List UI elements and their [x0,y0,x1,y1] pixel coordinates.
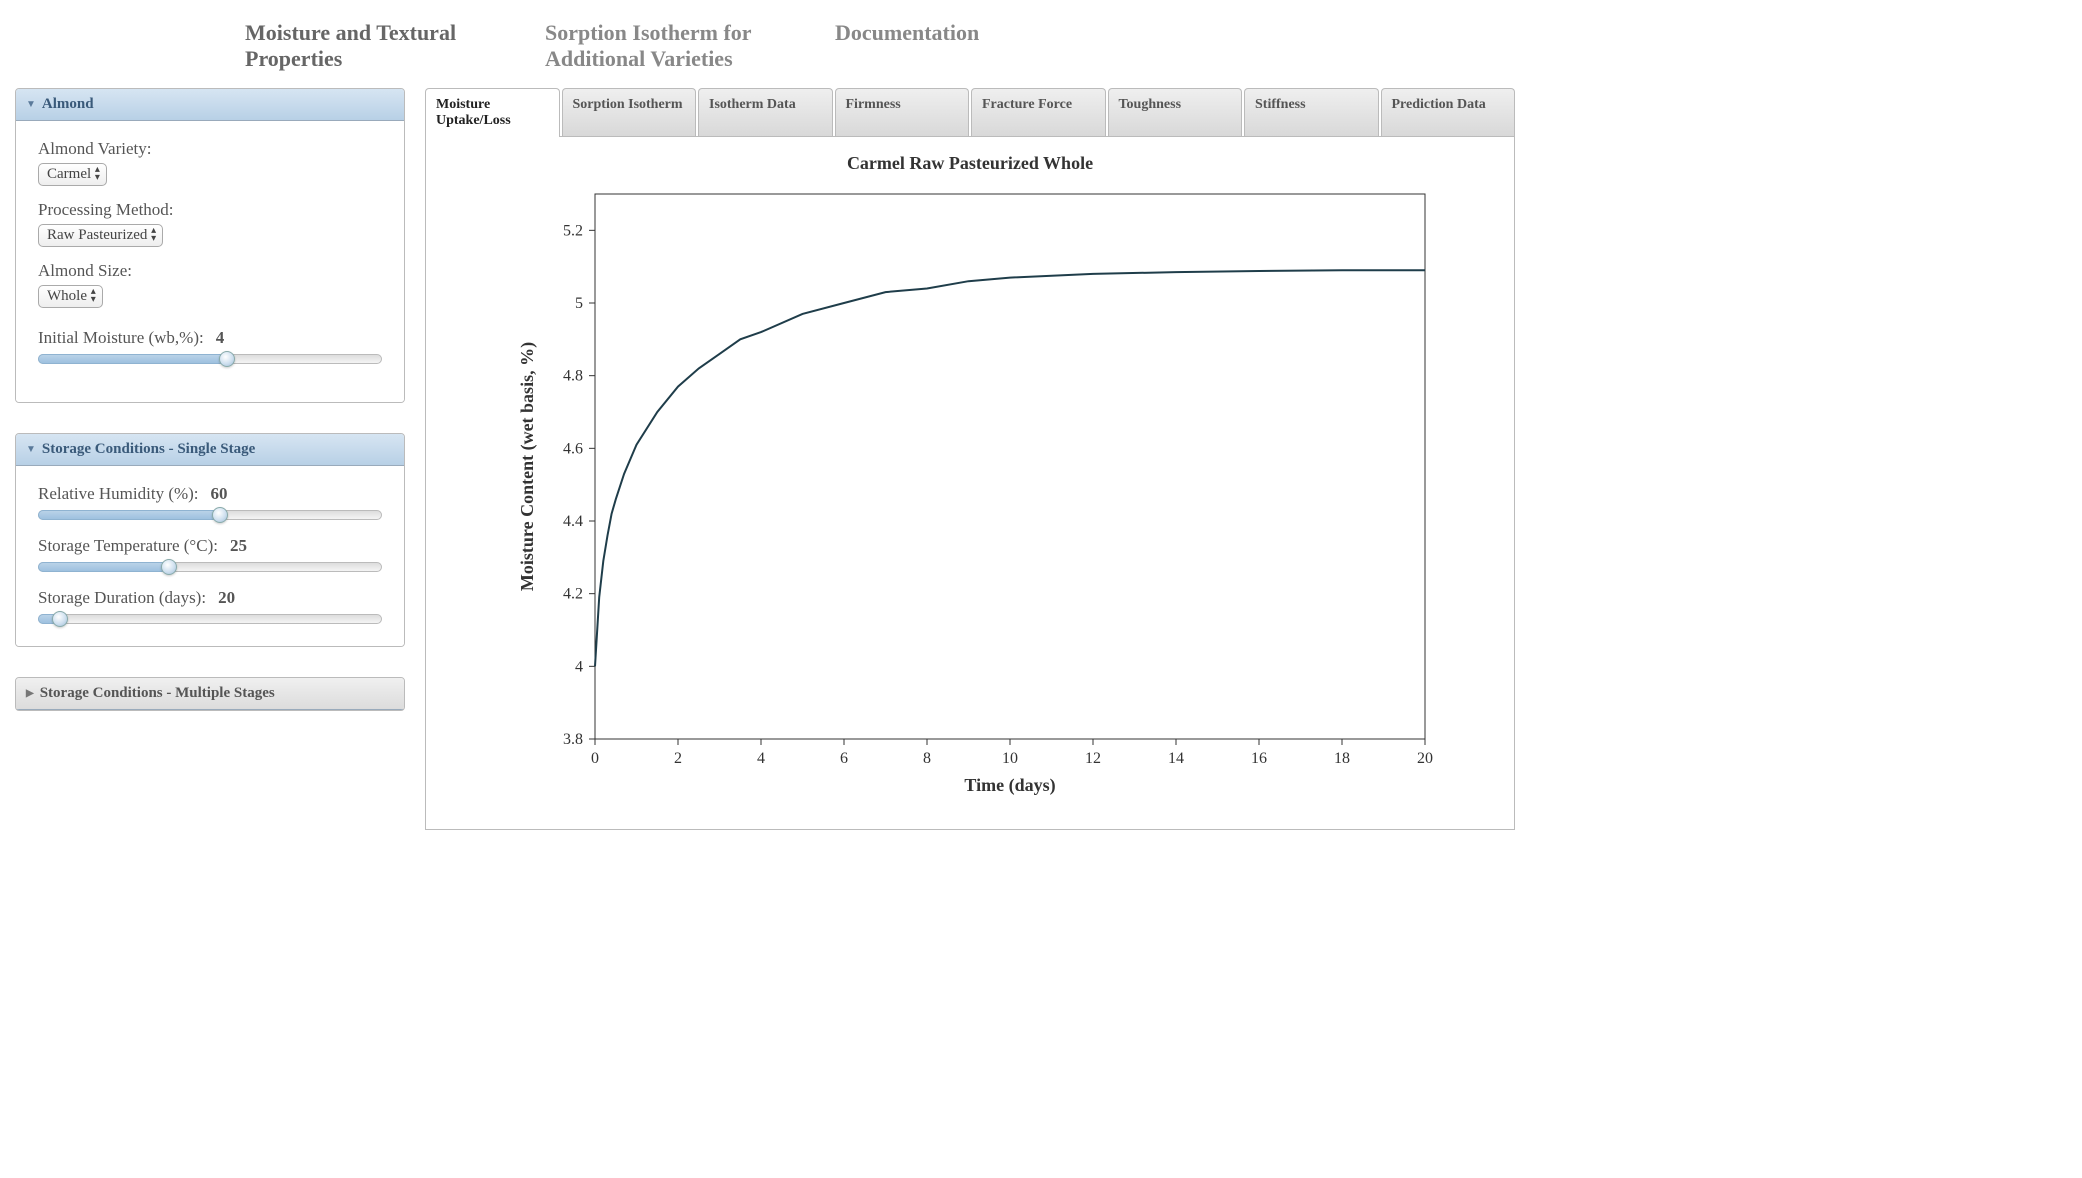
svg-text:4.8: 4.8 [563,367,583,384]
tab-isotherm-data[interactable]: Isotherm Data [698,88,833,137]
panel-storage-single-title: Storage Conditions - Single Stage [42,441,255,458]
tab-content-moisture-uptake: Carmel Raw Pasteurized Whole 0 2 4 6 8 10 12 14… [425,136,1515,830]
panel-storage-multi-title: Storage Conditions - Multiple Stages [40,685,275,702]
svg-text:2: 2 [674,750,682,767]
triangle-right-icon: ▶ [26,688,34,699]
svg-text:4: 4 [575,658,583,675]
panel-almond: ▼ Almond Almond Variety: Carmel ▴▾ Proce… [15,88,405,403]
tab-toughness[interactable]: Toughness [1108,88,1243,137]
top-nav: Moisture and Textural Properties Sorptio… [15,20,2067,73]
variety-select[interactable]: Carmel ▴▾ [38,163,107,186]
svg-text:Time (days): Time (days) [964,775,1055,796]
svg-text:12: 12 [1085,750,1101,767]
tab-moisture-uptake-loss[interactable]: Moisture Uptake/Loss [425,88,560,137]
size-label: Almond Size: [38,261,382,281]
initial-moisture-label: Initial Moisture (wb,%): [38,328,204,348]
panel-storage-multi-header[interactable]: ▶ Storage Conditions - Multiple Stages [16,678,404,710]
initial-moisture-slider[interactable] [38,354,382,364]
svg-text:6: 6 [840,750,848,767]
temp-label: Storage Temperature (°C): [38,536,218,556]
triangle-down-icon: ▼ [26,444,36,455]
select-caret-icon: ▴▾ [91,288,96,304]
size-select[interactable]: Whole ▴▾ [38,285,103,308]
svg-text:18: 18 [1334,750,1350,767]
tab-prediction-data[interactable]: Prediction Data [1381,88,1516,137]
method-label: Processing Method: [38,200,382,220]
svg-text:4.2: 4.2 [563,585,583,602]
panel-storage-multi: ▶ Storage Conditions - Multiple Stages [15,677,405,711]
svg-text:5: 5 [575,295,583,312]
dur-slider[interactable] [38,614,382,624]
svg-text:8: 8 [923,750,931,767]
rh-slider[interactable] [38,510,382,520]
svg-text:14: 14 [1168,750,1184,767]
svg-text:0: 0 [591,750,599,767]
initial-moisture-value: 4 [216,328,225,348]
dur-label: Storage Duration (days): [38,588,206,608]
select-caret-icon: ▴▾ [95,166,100,182]
svg-text:16: 16 [1251,750,1267,767]
svg-text:4: 4 [757,750,765,767]
tab-stiffness[interactable]: Stiffness [1244,88,1379,137]
moisture-uptake-chart: 0 2 4 6 8 10 12 14 16 18 20 3.8 4 4.2 4.4 4.6 4.8 5 5.2 Tim… [495,184,1445,809]
panel-almond-title: Almond [42,96,94,113]
svg-text:4.6: 4.6 [563,440,583,457]
tabstrip: Moisture Uptake/LossSorption IsothermIso… [425,88,1515,137]
panel-almond-header[interactable]: ▼ Almond [16,89,404,121]
svg-text:5.2: 5.2 [563,222,583,239]
svg-text:4.4: 4.4 [563,513,583,530]
svg-text:Moisture Content (wet basis, %: Moisture Content (wet basis, %) [517,342,538,591]
tab-sorption-isotherm[interactable]: Sorption Isotherm [562,88,697,137]
nav-moisture-textural[interactable]: Moisture and Textural Properties [245,20,505,73]
panel-storage-single-header[interactable]: ▼ Storage Conditions - Single Stage [16,434,404,466]
method-select[interactable]: Raw Pasteurized ▴▾ [38,224,163,247]
chart-title: Carmel Raw Pasteurized Whole [446,153,1494,174]
nav-documentation[interactable]: Documentation [835,20,979,73]
svg-text:20: 20 [1417,750,1433,767]
variety-label: Almond Variety: [38,139,382,159]
temp-value: 25 [230,536,247,556]
rh-value: 60 [211,484,228,504]
svg-text:10: 10 [1002,750,1018,767]
svg-text:3.8: 3.8 [563,731,583,748]
dur-value: 20 [218,588,235,608]
select-caret-icon: ▴▾ [151,227,156,243]
panel-storage-single: ▼ Storage Conditions - Single Stage Rela… [15,433,405,647]
triangle-down-icon: ▼ [26,99,36,110]
tab-fracture-force[interactable]: Fracture Force [971,88,1106,137]
rh-label: Relative Humidity (%): [38,484,199,504]
tab-firmness[interactable]: Firmness [835,88,970,137]
temp-slider[interactable] [38,562,382,572]
nav-sorption-additional[interactable]: Sorption Isotherm for Additional Varieti… [545,20,795,73]
